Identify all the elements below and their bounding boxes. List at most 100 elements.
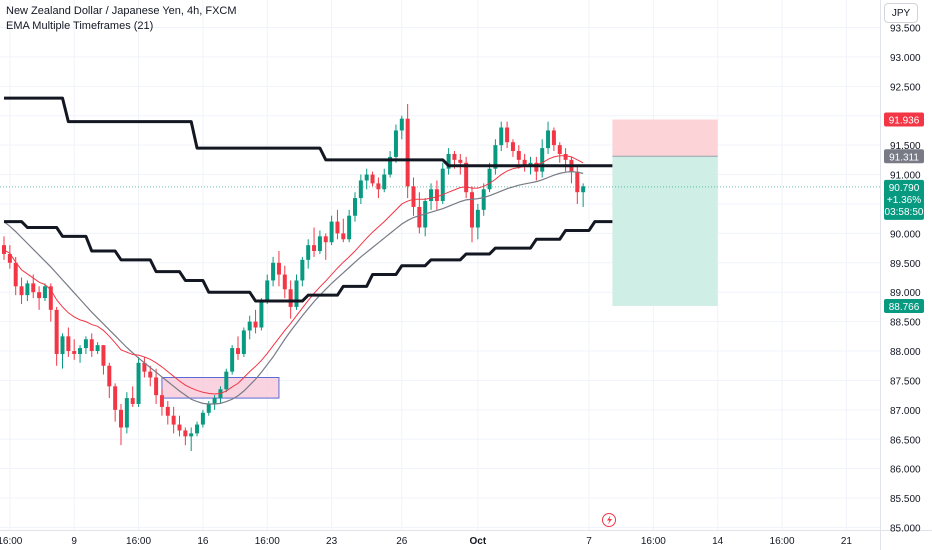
candle-body bbox=[276, 262, 281, 275]
candle-body bbox=[516, 151, 521, 160]
candle-body bbox=[200, 412, 205, 425]
candle-body bbox=[78, 348, 83, 354]
candle-body bbox=[42, 286, 47, 299]
candle-body bbox=[458, 159, 463, 163]
candle-body bbox=[575, 171, 580, 193]
candle-body bbox=[581, 186, 586, 193]
candle-body bbox=[288, 289, 293, 307]
time-tick-label: 16:00 bbox=[255, 536, 280, 547]
candle-body bbox=[107, 365, 112, 387]
ema-htf-lower-line bbox=[4, 220, 613, 303]
candle-body bbox=[148, 371, 153, 378]
candle-body bbox=[417, 206, 422, 228]
candle-body bbox=[230, 348, 235, 372]
candle-body bbox=[411, 186, 416, 207]
grid-lines bbox=[0, 0, 880, 530]
time-tick-label: 26 bbox=[396, 536, 408, 547]
candle-body bbox=[265, 280, 270, 302]
price-tick-label: 85.000 bbox=[890, 524, 921, 535]
candle-body bbox=[510, 142, 515, 152]
price-label-badge bbox=[884, 149, 924, 164]
price-label-badge bbox=[884, 298, 924, 313]
price-tick-label: 86.000 bbox=[890, 465, 921, 476]
events-icon[interactable] bbox=[602, 513, 616, 527]
candle-body bbox=[546, 130, 551, 149]
candle-body bbox=[481, 189, 486, 210]
ema-htf-upper-line bbox=[4, 96, 613, 168]
price-tick-label: 88.500 bbox=[890, 318, 921, 329]
candle-body bbox=[25, 283, 30, 296]
candle-body bbox=[159, 395, 164, 407]
price-tick-label: 89.500 bbox=[890, 259, 921, 270]
time-tick-label: 16:00 bbox=[770, 536, 795, 547]
candle-body bbox=[353, 198, 357, 216]
time-tick-label: 7 bbox=[586, 536, 592, 547]
candle-body bbox=[294, 280, 299, 307]
current-price-value: 90.790 bbox=[889, 183, 920, 194]
candle-body bbox=[195, 424, 200, 434]
price-tick-label: 90.000 bbox=[890, 229, 921, 240]
price-tick-label: 91.500 bbox=[890, 141, 921, 152]
currency-button[interactable]: JPY bbox=[884, 3, 918, 23]
candle-body bbox=[329, 221, 334, 243]
candle-body bbox=[89, 339, 94, 352]
candle-body bbox=[388, 156, 393, 175]
time-tick-label: 16 bbox=[197, 536, 209, 547]
candle-body bbox=[7, 253, 12, 263]
candle-body bbox=[563, 153, 568, 160]
candle-body bbox=[2, 245, 6, 254]
candle-body bbox=[306, 245, 311, 260]
candle-body bbox=[72, 351, 77, 354]
candle-body bbox=[399, 118, 404, 131]
candle-body bbox=[282, 274, 287, 290]
candle-body bbox=[323, 236, 328, 243]
time-tick-label: 14 bbox=[712, 536, 724, 547]
candle-body bbox=[335, 221, 340, 234]
price-tick-label: 93.500 bbox=[890, 24, 921, 35]
candle-body bbox=[124, 398, 129, 428]
price-tick-label: 92.500 bbox=[890, 82, 921, 93]
candle-body bbox=[499, 127, 504, 146]
candle-body bbox=[317, 236, 322, 252]
candle-body bbox=[31, 283, 36, 293]
time-tick-label: 16:00 bbox=[641, 536, 666, 547]
current-price-change: +1.36% bbox=[887, 195, 921, 206]
symbol-title[interactable]: New Zealand Dollar / Japanese Yen, 4h, F… bbox=[6, 5, 237, 17]
current-price-badge bbox=[884, 179, 924, 220]
candle-body bbox=[142, 362, 147, 372]
candle-body bbox=[493, 145, 498, 169]
candle-body bbox=[177, 424, 182, 431]
candle-body bbox=[136, 362, 141, 404]
candle-body bbox=[429, 189, 434, 202]
candle-body bbox=[446, 153, 451, 169]
candle-body bbox=[382, 174, 387, 190]
candle-body bbox=[393, 130, 398, 157]
candle-body bbox=[347, 215, 352, 240]
candle-countdown: 03:58:50 bbox=[885, 207, 924, 218]
price-tick-label: 87.500 bbox=[890, 376, 921, 387]
candle-body bbox=[236, 348, 240, 354]
candle-body bbox=[434, 189, 439, 202]
candle-body bbox=[470, 192, 474, 228]
candle-body bbox=[370, 174, 375, 184]
price-axis: 85.000 85.500 86.000 86.500 87.000 87.500 88.0… bbox=[890, 24, 921, 535]
candle-body bbox=[557, 145, 562, 154]
candle-body bbox=[487, 168, 492, 190]
candle-body bbox=[48, 286, 53, 310]
candle-body bbox=[206, 403, 211, 413]
candles bbox=[2, 103, 586, 452]
candle-body bbox=[247, 321, 252, 331]
candle-body bbox=[189, 433, 194, 437]
price-label-badge bbox=[884, 112, 924, 127]
lightning-icon bbox=[607, 515, 612, 525]
time-tick-label: 16:00 bbox=[126, 536, 151, 547]
candle-body bbox=[165, 406, 170, 416]
indicator-title[interactable]: EMA Multiple Timeframes (21) bbox=[6, 20, 154, 32]
candle-body bbox=[183, 430, 188, 437]
candle-body bbox=[13, 262, 18, 287]
candle-body bbox=[119, 409, 123, 428]
price-label-text: 91.311 bbox=[889, 152, 919, 163]
candle-body bbox=[376, 183, 381, 190]
candle-body bbox=[300, 259, 305, 281]
